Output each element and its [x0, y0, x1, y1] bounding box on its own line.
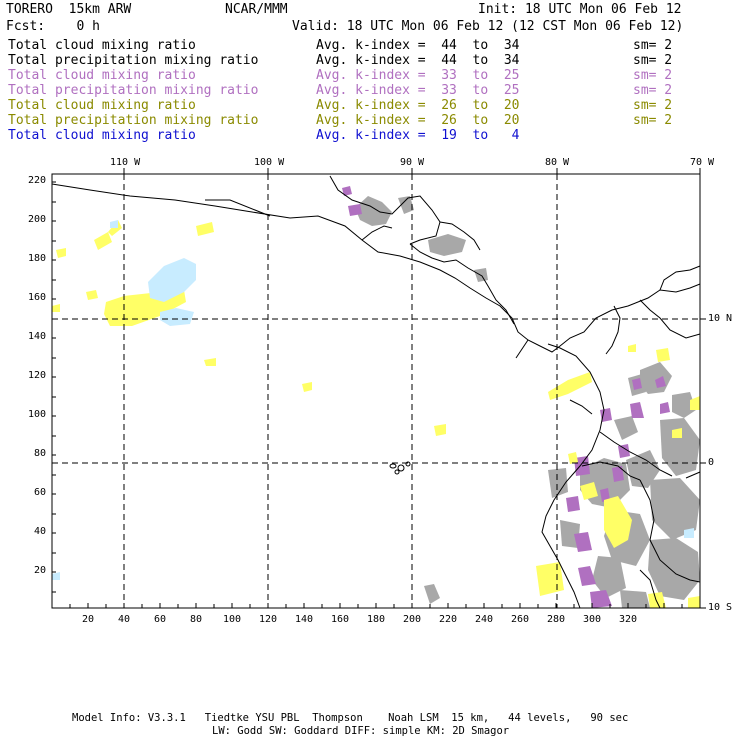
x-tick: 200	[402, 614, 422, 625]
y-tick: 80	[33, 448, 46, 459]
legend-smoothing: sm= 2	[633, 113, 673, 128]
lon-label-90w: 90 W	[400, 157, 425, 168]
x-tick: 240	[474, 614, 494, 625]
x-tick: 180	[366, 614, 386, 625]
y-tick: 20	[33, 565, 46, 576]
y-axis-ticks	[52, 181, 56, 593]
forecast-hour: Fcst: 0 h	[6, 19, 100, 34]
legend-kindex: Avg. k-index = 44 to 34	[316, 53, 520, 68]
legend-field: Total precipitation mixing ratio	[8, 53, 259, 68]
x-tick: 140	[294, 614, 314, 625]
lightblue-cloud-field	[52, 220, 694, 580]
x-tick: 160	[330, 614, 350, 625]
y-tick: 60	[33, 487, 46, 498]
legend-kindex: Avg. k-index = 26 to 20	[316, 98, 520, 113]
legend-kindex: Avg. k-index = 33 to 25	[316, 68, 520, 83]
y-tick: 140	[27, 331, 46, 342]
lat-label-equator: 0	[708, 457, 715, 468]
lon-label-70w: 70 W	[690, 157, 715, 168]
y-tick: 40	[33, 526, 46, 537]
legend-smoothing: sm= 2	[633, 53, 673, 68]
lon-label-100w: 100 W	[254, 157, 285, 168]
galapagos-islands	[389, 461, 411, 475]
model-title: TORERO 15km ARW	[6, 2, 132, 17]
legend-field: Total cloud mixing ratio	[8, 38, 196, 53]
lat-label-10n: 10 N	[708, 313, 733, 324]
legend-field: Total cloud mixing ratio	[8, 68, 196, 83]
edge-ticks	[123, 168, 706, 609]
legend-row: Total precipitation mixing ratio Avg. k-…	[8, 83, 672, 98]
x-tick: 280	[546, 614, 566, 625]
x-tick: 60	[153, 614, 167, 625]
y-tick: 160	[27, 292, 46, 303]
init-time: Init: 18 UTC Mon 06 Feb 12	[478, 2, 682, 17]
legend-kindex: Avg. k-index = 26 to 20	[316, 113, 520, 128]
legend-row: Total cloud mixing ratio Avg. k-index = …	[8, 68, 672, 83]
legend-row: Total cloud mixing ratio Avg. k-index = …	[8, 38, 672, 53]
y-tick: 120	[27, 370, 46, 381]
x-tick: 120	[258, 614, 278, 625]
legend-row: Total precipitation mixing ratio Avg. k-…	[8, 113, 672, 128]
legend-row: Total cloud mixing ratio Avg. k-index = …	[8, 128, 520, 143]
legend-field: Total precipitation mixing ratio	[8, 83, 259, 98]
lon-label-80w: 80 W	[545, 157, 570, 168]
legend-field: Total cloud mixing ratio	[8, 98, 196, 113]
x-tick: 80	[189, 614, 203, 625]
model-info-line1: Model Info: V3.3.1 Tiedtke YSU PBL Thomp…	[72, 712, 629, 724]
x-tick: 300	[582, 614, 602, 625]
x-axis-ticks	[51, 603, 683, 608]
x-tick: 220	[438, 614, 458, 625]
y-tick: 220	[27, 175, 46, 186]
lat-lon-grid	[52, 174, 700, 608]
organization-label: NCAR/MMM	[225, 2, 288, 17]
legend-field: Total cloud mixing ratio	[8, 128, 196, 143]
lon-label-110w: 110 W	[110, 157, 141, 168]
legend-row: Total precipitation mixing ratio Avg. k-…	[8, 53, 672, 68]
legend-smoothing: sm= 2	[633, 98, 673, 113]
legend-kindex: Avg. k-index = 44 to 34	[316, 38, 520, 53]
legend-smoothing: sm= 2	[633, 38, 673, 53]
x-tick: 100	[222, 614, 242, 625]
legend-smoothing: sm= 2	[633, 68, 673, 83]
y-tick: 100	[27, 409, 46, 420]
model-info-line2: LW: Godd SW: Goddard DIFF: simple KM: 2D…	[212, 725, 510, 737]
map-frame	[51, 173, 701, 609]
legend-field: Total precipitation mixing ratio	[8, 113, 259, 128]
x-tick: 40	[117, 614, 131, 625]
x-tick: 20	[81, 614, 95, 625]
x-tick: 320	[618, 614, 638, 625]
legend-kindex: Avg. k-index = 19 to 4	[316, 128, 520, 143]
legend-kindex: Avg. k-index = 33 to 25	[316, 83, 520, 98]
x-tick: 260	[510, 614, 530, 625]
coastline	[51, 175, 701, 609]
legend-smoothing: sm= 2	[633, 83, 673, 98]
lat-label-10s: 10 S	[708, 602, 733, 613]
purple-cloud-field	[342, 186, 670, 608]
y-tick: 200	[27, 214, 46, 225]
y-tick: 180	[27, 253, 46, 264]
valid-time: Valid: 18 UTC Mon 06 Feb 12 (12 CST Mon …	[292, 19, 684, 34]
legend: Total cloud mixing ratio Avg. k-index = …	[8, 38, 672, 143]
legend-row: Total cloud mixing ratio Avg. k-index = …	[8, 98, 672, 113]
